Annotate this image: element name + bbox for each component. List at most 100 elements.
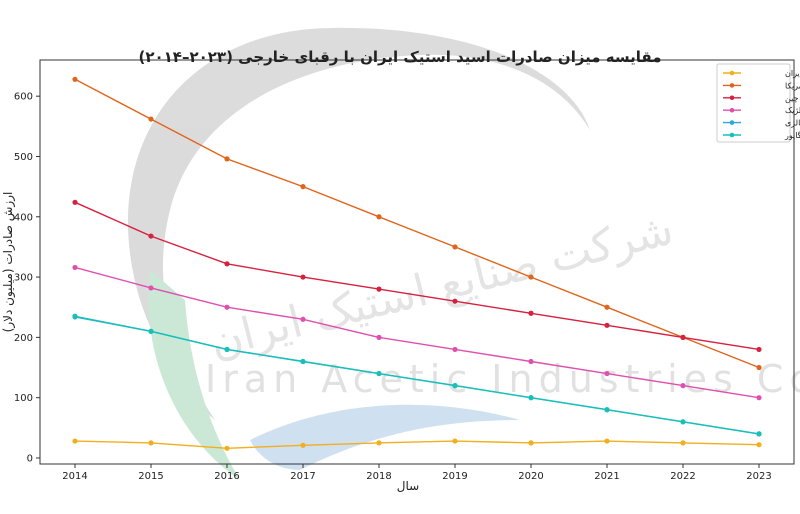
legend: ایران آمریکا چین بلژیک مالزی سنگاپور xyxy=(716,63,800,143)
x-tick-label: 2016 xyxy=(214,471,239,482)
legend-swatch-marker xyxy=(729,95,735,101)
data-point xyxy=(604,322,610,328)
data-point xyxy=(224,445,230,451)
legend-label: چین xyxy=(785,94,799,103)
data-point xyxy=(528,310,534,316)
data-point xyxy=(72,438,78,444)
data-point xyxy=(452,438,458,444)
watermark-wave-blue xyxy=(250,404,520,470)
data-point xyxy=(224,156,230,162)
x-axis: 2014 2015 2016 2017 2018 2019 2020 2021 2022 2023 xyxy=(62,464,772,482)
y-tick-label: 600 xyxy=(14,92,33,103)
x-tick-label: 2022 xyxy=(670,471,695,482)
series-line xyxy=(74,315,760,435)
data-point xyxy=(300,442,306,448)
legend-swatch-marker xyxy=(729,83,735,88)
data-point xyxy=(604,304,610,310)
data-point xyxy=(376,286,382,292)
x-tick-label: 2023 xyxy=(746,471,771,482)
data-point xyxy=(300,274,306,280)
chart-title: مقایسه میزان صادرات اسید استیک ایران با … xyxy=(138,48,661,66)
data-point xyxy=(148,285,154,291)
data-point xyxy=(72,313,78,319)
data-point xyxy=(452,244,458,250)
data-point xyxy=(756,364,762,371)
legend-label: سنگاپور xyxy=(784,130,800,140)
data-point xyxy=(756,431,762,437)
y-tick-label: 200 xyxy=(14,333,33,344)
y-axis: 0 100 200 300 400 500 600 xyxy=(14,92,40,464)
y-tick-label: 300 xyxy=(14,273,33,284)
x-tick-label: 2018 xyxy=(366,471,391,482)
legend-swatch-marker xyxy=(729,132,735,138)
legend-box xyxy=(716,63,791,143)
data-point xyxy=(148,233,154,239)
x-tick-label: 2020 xyxy=(518,471,543,482)
legend-swatch-marker xyxy=(729,120,735,125)
x-tick-label: 2014 xyxy=(62,471,87,482)
data-point xyxy=(300,316,306,322)
data-point xyxy=(224,346,230,353)
x-tick-label: 2019 xyxy=(442,471,467,482)
data-point xyxy=(680,383,686,389)
y-tick-label: 0 xyxy=(27,453,33,464)
plot-frame xyxy=(39,59,795,465)
y-tick-label: 400 xyxy=(14,212,33,223)
series-line xyxy=(74,201,760,351)
data-point xyxy=(148,440,154,446)
data-point xyxy=(72,264,78,271)
series-line xyxy=(74,440,760,450)
data-point xyxy=(300,184,306,190)
legend-label: بلژیک xyxy=(785,106,800,115)
data-point xyxy=(756,346,762,353)
data-point xyxy=(148,328,154,334)
data-point xyxy=(528,358,534,365)
data-point xyxy=(376,370,382,377)
data-point xyxy=(376,334,382,340)
data-point xyxy=(528,440,534,446)
series-1 xyxy=(72,438,762,451)
data-point xyxy=(756,442,762,448)
legend-swatch-marker xyxy=(729,107,735,113)
legend-label: مالزی xyxy=(785,119,800,128)
data-point xyxy=(680,334,686,340)
data-point xyxy=(452,346,458,353)
series-layer xyxy=(72,76,762,451)
data-point xyxy=(300,358,306,365)
watermark: Iran Acetic Industries Co شرکت صنایع است… xyxy=(127,27,800,480)
y-tick-label: 100 xyxy=(14,393,33,404)
data-point xyxy=(528,395,534,401)
watermark-persian-text: شرکت صنایع استیک ایران xyxy=(205,204,679,368)
data-point xyxy=(528,274,534,280)
data-point xyxy=(604,370,610,377)
data-point xyxy=(72,76,78,82)
data-point xyxy=(376,214,382,220)
data-point xyxy=(376,440,382,446)
data-point xyxy=(680,419,686,425)
legend-label: ایران xyxy=(785,69,800,78)
data-point xyxy=(680,440,686,446)
series-line xyxy=(74,78,760,369)
data-point xyxy=(452,383,458,389)
series-3 xyxy=(72,199,762,353)
data-point xyxy=(148,116,154,122)
series-line xyxy=(74,266,760,399)
data-point xyxy=(604,407,610,413)
data-point xyxy=(452,298,458,304)
data-point xyxy=(72,199,78,205)
watermark-arc-green xyxy=(148,270,240,480)
legend-label: آمریکا xyxy=(785,80,800,90)
data-point xyxy=(224,304,230,310)
series-6 xyxy=(72,313,762,437)
data-point xyxy=(756,395,762,401)
x-tick-label: 2017 xyxy=(290,471,315,482)
legend-swatch-marker xyxy=(729,70,735,76)
series-4 xyxy=(72,264,762,401)
x-axis-label: سال xyxy=(397,479,419,493)
y-tick-label: 500 xyxy=(14,152,33,163)
y-axis-label: ارزش صادرات (میلیون دلار) xyxy=(1,192,16,333)
x-tick-label: 2015 xyxy=(138,471,163,482)
data-point xyxy=(224,261,230,267)
watermark-latin-text: Iran Acetic Industries Co xyxy=(205,357,800,401)
